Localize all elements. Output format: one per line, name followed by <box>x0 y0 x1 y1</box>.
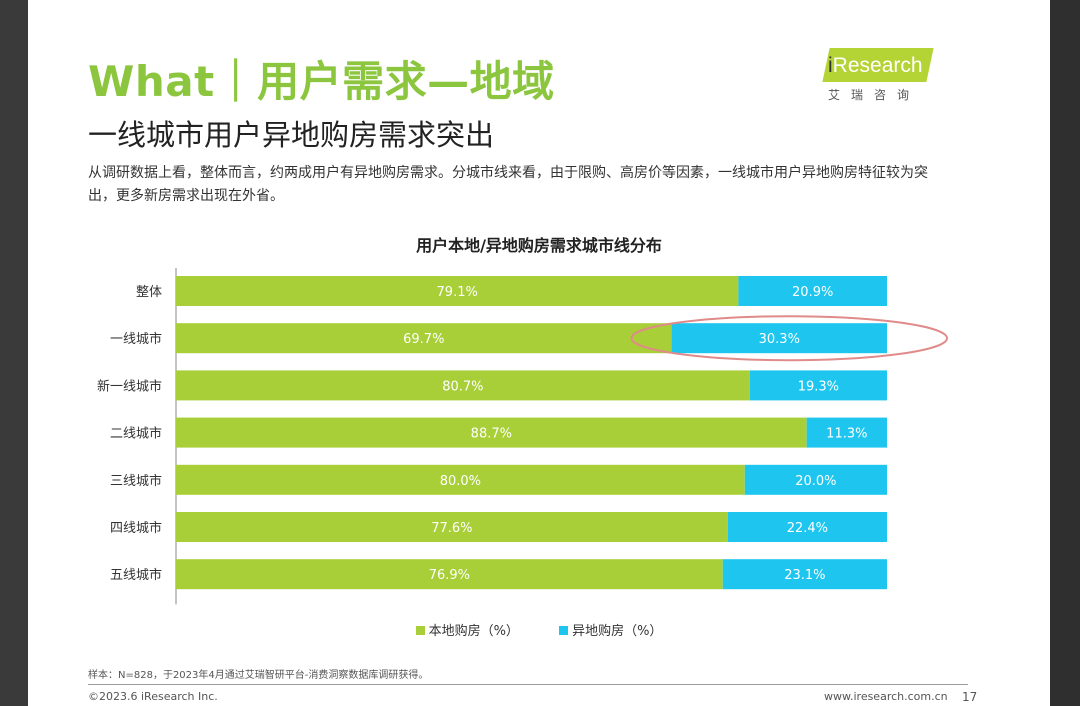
chart-title: 用户本地/异地购房需求城市线分布 <box>416 236 662 255</box>
bar-remote <box>749 370 887 401</box>
category-label: 整体 <box>136 285 162 300</box>
category-label: 新一线城市 <box>97 378 162 394</box>
bar-remote <box>722 559 887 590</box>
data-label: 76.9% <box>429 568 470 583</box>
data-label: 19.3% <box>798 379 839 394</box>
bar-local <box>176 512 728 542</box>
bar-local <box>176 417 807 448</box>
category-label: 五线城市 <box>110 567 162 583</box>
bar-remote <box>744 464 887 495</box>
category-label: 三线城市 <box>110 473 162 489</box>
category-label: 一线城市 <box>110 331 162 347</box>
data-label: 22.4% <box>787 521 828 536</box>
data-label: 88.7% <box>471 427 512 442</box>
bar-remote <box>806 417 887 448</box>
logo-chinese-name: 艾瑞咨询 <box>828 88 921 102</box>
bar-remote <box>671 323 887 354</box>
bar-local <box>176 559 723 590</box>
sample-note: 样本：N=828，于2023年4月通过艾瑞智研平台-消费洞察数据库调研获得。 <box>88 670 429 681</box>
copyright: ©2023.6 iResearch Inc. <box>88 690 218 703</box>
slide: What｜用户需求—地域 一线城市用户异地购房需求突出 从调研数据上看，整体而言… <box>28 0 1050 706</box>
logo-wordmark: iResearch <box>828 54 923 77</box>
bar-remote <box>727 512 887 542</box>
data-label: 80.7% <box>442 379 483 394</box>
data-label: 80.0% <box>440 474 481 489</box>
page-title: What｜用户需求—地域 <box>88 57 555 106</box>
bar-local <box>176 370 750 401</box>
legend-swatch-local <box>415 626 425 635</box>
legend-item-local: 本地购房（%） <box>415 620 519 639</box>
highlight-ellipse <box>630 315 949 362</box>
data-label: 69.7% <box>403 332 444 347</box>
page-subtitle: 一线城市用户异地购房需求突出 <box>88 118 495 152</box>
bar-remote <box>738 276 887 306</box>
legend-item-remote: 异地购房（%） <box>559 620 662 639</box>
website-link[interactable]: www.iresearch.com.cn <box>824 690 948 703</box>
data-label: 79.1% <box>437 285 478 300</box>
data-label: 23.1% <box>784 568 825 583</box>
iresearch-logo: iResearch 艾瑞咨询 <box>818 44 948 104</box>
data-label: 11.3% <box>826 427 867 442</box>
page-description: 从调研数据上看，整体而言，约两成用户有异地购房需求。分城市线来看，由于限购、高房… <box>88 165 928 204</box>
viewer-side-strip <box>1050 0 1080 706</box>
data-label: 20.0% <box>795 474 836 489</box>
stacked-bar-chart: 整体 79.1% 20.9% 一线城市 69.7% 30.3% 新一线城市 80.7% 19.3… <box>97 268 949 605</box>
data-label: 30.3% <box>759 332 800 347</box>
category-label: 二线城市 <box>110 426 162 442</box>
data-label: 77.6% <box>431 521 472 536</box>
data-label: 20.9% <box>792 285 833 300</box>
bar-local <box>176 464 745 495</box>
category-label: 四线城市 <box>110 520 162 536</box>
legend-swatch-remote <box>559 626 569 635</box>
bar-local <box>176 276 739 306</box>
page-number: 17 <box>962 690 978 704</box>
chart-legend: 本地购房（%） 异地购房（%） <box>28 620 1050 639</box>
bar-local <box>176 323 672 354</box>
footer-divider <box>88 684 968 685</box>
